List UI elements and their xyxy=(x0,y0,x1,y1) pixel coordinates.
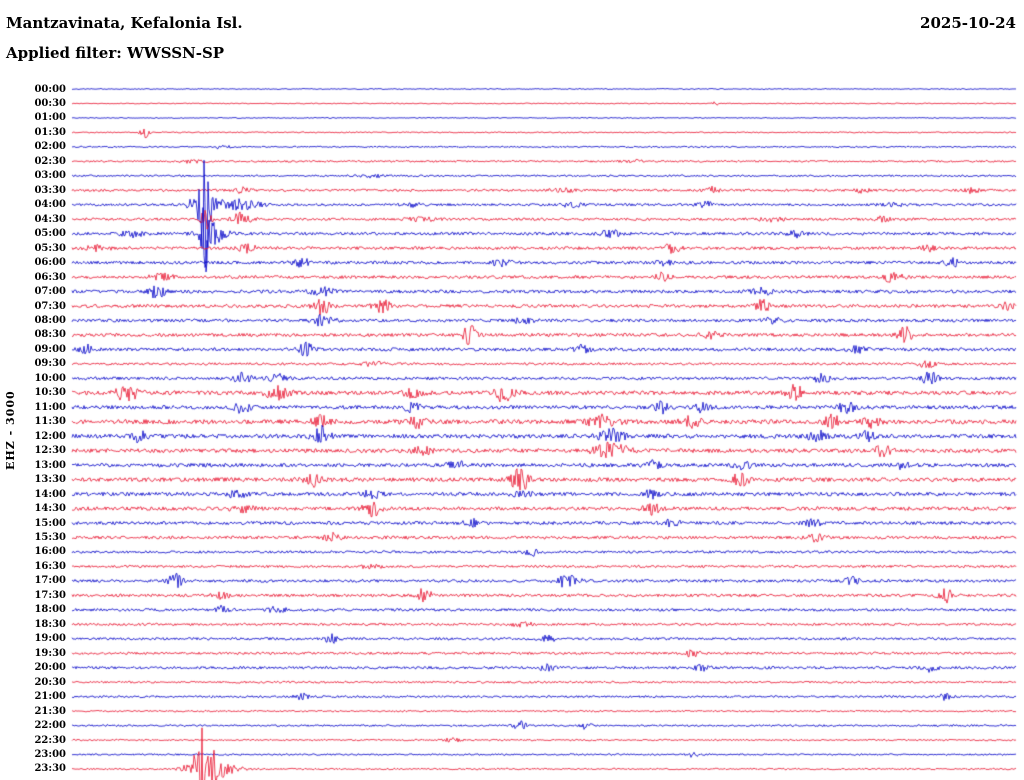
time-label: 17:00 xyxy=(34,575,66,587)
date-label: 2025-10-24 xyxy=(920,14,1016,32)
time-label: 12:00 xyxy=(34,430,66,442)
time-label: 03:00 xyxy=(34,170,66,182)
time-label: 22:00 xyxy=(34,720,66,732)
time-label: 22:30 xyxy=(34,734,66,746)
time-label: 09:30 xyxy=(34,358,66,370)
time-label: 05:00 xyxy=(34,228,66,240)
station-title: Mantzavinata, Kefalonia Isl. xyxy=(6,14,243,32)
time-label: 05:30 xyxy=(34,242,66,254)
filter-label: Applied filter: WWSSN-SP xyxy=(6,44,225,62)
time-label: 09:00 xyxy=(34,343,66,355)
time-label: 00:30 xyxy=(34,97,66,109)
time-label: 16:00 xyxy=(34,546,66,558)
time-label: 21:30 xyxy=(34,705,66,717)
time-label: 23:00 xyxy=(34,749,66,761)
time-label: 01:30 xyxy=(34,126,66,138)
time-label: 07:00 xyxy=(34,286,66,298)
time-label: 19:00 xyxy=(34,633,66,645)
time-label: 01:00 xyxy=(34,112,66,124)
time-label: 02:30 xyxy=(34,155,66,167)
time-label: 16:30 xyxy=(34,560,66,572)
time-label: 06:30 xyxy=(34,271,66,283)
time-label: 20:30 xyxy=(34,676,66,688)
time-label: 08:00 xyxy=(34,314,66,326)
time-label: 04:30 xyxy=(34,213,66,225)
time-label: 19:30 xyxy=(34,647,66,659)
time-label: 07:30 xyxy=(34,300,66,312)
time-label: 00:00 xyxy=(34,83,66,95)
time-label: 03:30 xyxy=(34,184,66,196)
time-label: 06:00 xyxy=(34,257,66,269)
time-label: 23:30 xyxy=(34,763,66,775)
time-label: 02:00 xyxy=(34,141,66,153)
time-label: 04:00 xyxy=(34,199,66,211)
time-label: 11:30 xyxy=(34,416,66,428)
time-label: 10:00 xyxy=(34,372,66,384)
time-label-column: 00:00 00:30 01:00 01:30 02:00 02:30 03:00 03:30… xyxy=(0,0,68,780)
time-label: 14:30 xyxy=(34,503,66,515)
time-label: 20:00 xyxy=(34,662,66,674)
time-label: 15:00 xyxy=(34,517,66,529)
time-label: 12:30 xyxy=(34,445,66,457)
time-label: 13:00 xyxy=(34,459,66,471)
time-label: 10:30 xyxy=(34,387,66,399)
time-label: 18:30 xyxy=(34,618,66,630)
time-label: 17:30 xyxy=(34,589,66,601)
time-label: 18:00 xyxy=(34,604,66,616)
time-label: 21:00 xyxy=(34,691,66,703)
time-label: 15:30 xyxy=(34,532,66,543)
time-label: 13:30 xyxy=(34,474,66,486)
time-label: 14:00 xyxy=(34,488,66,500)
time-label: 08:30 xyxy=(34,329,66,341)
time-label: 11:00 xyxy=(34,401,66,413)
